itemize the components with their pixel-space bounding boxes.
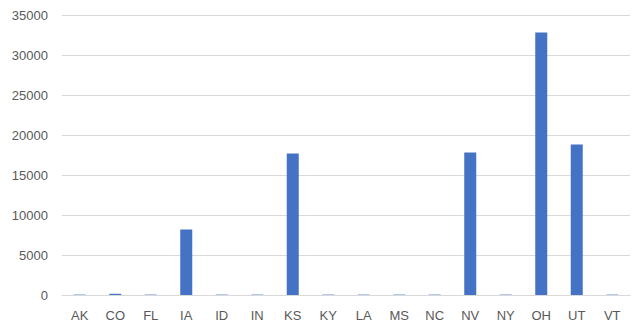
- svg-text:OH: OH: [532, 308, 552, 323]
- svg-text:KY: KY: [320, 308, 338, 323]
- svg-text:0: 0: [41, 288, 48, 303]
- svg-text:IN: IN: [251, 308, 264, 323]
- svg-text:ID: ID: [215, 308, 228, 323]
- svg-text:20000: 20000: [12, 128, 48, 143]
- svg-text:UT: UT: [568, 308, 585, 323]
- svg-text:10000: 10000: [12, 208, 48, 223]
- svg-text:MS: MS: [390, 308, 410, 323]
- svg-text:KS: KS: [284, 308, 302, 323]
- svg-text:IA: IA: [180, 308, 193, 323]
- svg-text:AK: AK: [71, 308, 89, 323]
- svg-text:CO: CO: [106, 308, 126, 323]
- svg-text:FL: FL: [143, 308, 158, 323]
- svg-text:15000: 15000: [12, 168, 48, 183]
- svg-text:30000: 30000: [12, 48, 48, 63]
- svg-text:25000: 25000: [12, 88, 48, 103]
- svg-text:VT: VT: [604, 308, 621, 323]
- svg-text:NV: NV: [461, 308, 479, 323]
- svg-text:LA: LA: [356, 308, 372, 323]
- svg-text:5000: 5000: [19, 248, 48, 263]
- svg-text:NC: NC: [425, 308, 444, 323]
- svg-text:35000: 35000: [12, 8, 48, 23]
- svg-text:NY: NY: [497, 308, 515, 323]
